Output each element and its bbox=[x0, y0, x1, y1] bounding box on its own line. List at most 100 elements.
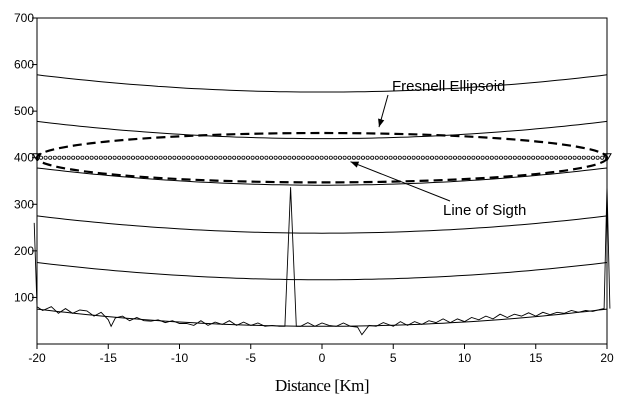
y-tick-label: 600 bbox=[14, 58, 34, 72]
line-of-sight-dot bbox=[351, 155, 356, 160]
left-endpoint-marker bbox=[32, 153, 42, 162]
line-of-sight-dot bbox=[425, 155, 430, 160]
line-of-sight-dot bbox=[158, 155, 163, 160]
line-of-sight-dot bbox=[480, 155, 485, 160]
line-of-sight-dot bbox=[498, 155, 503, 160]
line-of-sight-dot bbox=[310, 155, 315, 160]
line-of-sight-dot bbox=[204, 155, 209, 160]
ticks-layer: -20 -15 -10 -5 0 5 10 15 20 100 200 300 400 500 600 700 bbox=[14, 11, 614, 365]
line-of-sight-dot bbox=[80, 155, 85, 160]
line-of-sight-dot bbox=[57, 155, 62, 160]
line-of-sight-dot bbox=[512, 155, 517, 160]
line-of-sight-dot bbox=[586, 155, 591, 160]
earth-curve-4 bbox=[36, 120, 608, 140]
line-of-sight-dot bbox=[71, 155, 76, 160]
line-of-sight-dot bbox=[333, 155, 338, 160]
line-of-sight-dot bbox=[218, 155, 223, 160]
line-of-sight-dot bbox=[337, 155, 342, 160]
line-of-sight-dot bbox=[494, 155, 499, 160]
line-of-sight-dot bbox=[489, 155, 494, 160]
x-tick-label: 5 bbox=[390, 351, 397, 365]
y-tick-label: 300 bbox=[14, 197, 34, 211]
line-of-sight-dot bbox=[181, 155, 186, 160]
lines-layer bbox=[32, 17, 612, 345]
y-tick-label: 700 bbox=[14, 11, 34, 25]
line-of-sight-dot bbox=[563, 155, 568, 160]
line-of-sight-dot bbox=[163, 155, 168, 160]
line-of-sight-dot bbox=[370, 155, 375, 160]
los-arrow-head bbox=[350, 161, 360, 168]
line-of-sight-dot bbox=[167, 155, 172, 160]
line-of-sight-dot bbox=[222, 155, 227, 160]
line-of-sight-dot bbox=[429, 155, 434, 160]
line-of-sight-dot bbox=[402, 155, 407, 160]
line-of-sight-dot bbox=[117, 155, 122, 160]
line-of-sight-dot bbox=[356, 155, 361, 160]
x-tick-label: -5 bbox=[245, 351, 256, 365]
plot-frame bbox=[36, 17, 608, 345]
line-of-sight-dot bbox=[245, 155, 250, 160]
line-of-sight-dot bbox=[98, 155, 103, 160]
line-of-sight-dot bbox=[452, 155, 457, 160]
x-tick-label: 15 bbox=[529, 351, 543, 365]
line-of-sight-dot bbox=[577, 155, 582, 160]
los-arrow-line bbox=[350, 161, 451, 202]
line-of-sight-dot bbox=[466, 155, 471, 160]
line-of-sight-dot bbox=[52, 155, 57, 160]
line-of-sight-dot bbox=[365, 155, 370, 160]
line-of-sight-dot bbox=[319, 155, 324, 160]
line-of-sight-dot bbox=[374, 155, 379, 160]
x-tick-label: -10 bbox=[171, 351, 189, 365]
line-of-sight-dot bbox=[195, 155, 200, 160]
line-of-sight-dot bbox=[112, 155, 117, 160]
line-of-sight-dot bbox=[140, 155, 145, 160]
line-of-sight-dot bbox=[250, 155, 255, 160]
line-of-sight-dot bbox=[416, 155, 421, 160]
x-tick-label: -15 bbox=[100, 351, 118, 365]
line-of-sight-dot bbox=[85, 155, 90, 160]
line-of-sight-dot bbox=[278, 155, 283, 160]
line-of-sight-dot bbox=[406, 155, 411, 160]
x-tick-label: 0 bbox=[319, 351, 326, 365]
line-of-sight-dot bbox=[328, 155, 333, 160]
line-of-sight-dot bbox=[600, 155, 605, 160]
line-of-sight-dot bbox=[595, 155, 600, 160]
line-of-sight-dot bbox=[411, 155, 416, 160]
line-of-sight-dot bbox=[448, 155, 453, 160]
line-of-sight-dot bbox=[591, 155, 596, 160]
line-of-sight-dot bbox=[475, 155, 480, 160]
line-of-sight-dot bbox=[314, 155, 319, 160]
line-of-sight-dot bbox=[549, 155, 554, 160]
line-of-sight-dot bbox=[558, 155, 563, 160]
line-of-sight-dot bbox=[241, 155, 246, 160]
line-of-sight-dot bbox=[397, 155, 402, 160]
line-of-sight-dot bbox=[287, 155, 292, 160]
line-of-sight-dot bbox=[457, 155, 462, 160]
line-of-sight-dot bbox=[443, 155, 448, 160]
line-of-sight-dot bbox=[540, 155, 545, 160]
line-of-sight-dot bbox=[568, 155, 573, 160]
line-of-sight-dot bbox=[360, 155, 365, 160]
fresnel-arrow-head bbox=[378, 118, 385, 128]
line-of-sight-dot bbox=[535, 155, 540, 160]
line-of-sight-dot bbox=[48, 155, 53, 160]
line-of-sight-dot bbox=[130, 155, 135, 160]
line-of-sight-dot bbox=[264, 155, 269, 160]
line-of-sight-dot bbox=[388, 155, 393, 160]
line-of-sight-dot bbox=[144, 155, 149, 160]
terrain-profile-line bbox=[33, 185, 611, 336]
line-of-sight-dot bbox=[135, 155, 140, 160]
line-of-sight-dot bbox=[149, 155, 154, 160]
line-of-sight-dot bbox=[545, 155, 550, 160]
fresnel-ellipsoid-label: Fresnell Ellipsoid bbox=[392, 78, 505, 95]
line-of-sight-dot bbox=[94, 155, 99, 160]
line-of-sight-dot bbox=[89, 155, 94, 160]
line-of-sight-dot bbox=[108, 155, 113, 160]
line-of-sight-dot bbox=[282, 155, 287, 160]
line-of-sight-dot bbox=[126, 155, 131, 160]
line-of-sight-dot bbox=[522, 155, 527, 160]
line-of-sight-dot bbox=[324, 155, 329, 160]
line-of-sight-dot bbox=[434, 155, 439, 160]
line-of-sight-dot bbox=[305, 155, 310, 160]
